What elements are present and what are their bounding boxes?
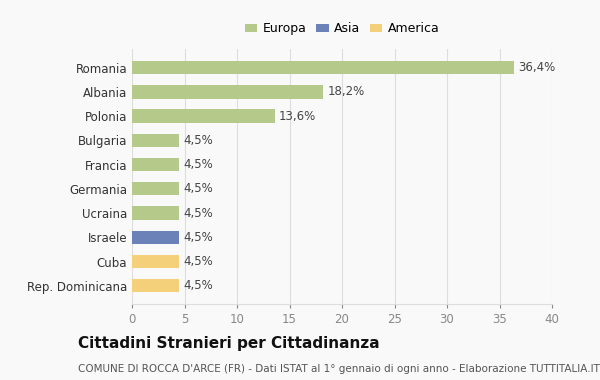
Text: 36,4%: 36,4% xyxy=(518,61,556,74)
Bar xyxy=(132,182,179,195)
Text: COMUNE DI ROCCA D'ARCE (FR) - Dati ISTAT al 1° gennaio di ogni anno - Elaborazio: COMUNE DI ROCCA D'ARCE (FR) - Dati ISTAT… xyxy=(78,364,600,374)
Bar xyxy=(132,158,179,171)
Bar xyxy=(132,255,179,268)
Text: 4,5%: 4,5% xyxy=(184,279,213,292)
Text: 13,6%: 13,6% xyxy=(279,109,316,123)
Text: 4,5%: 4,5% xyxy=(184,207,213,220)
Text: 4,5%: 4,5% xyxy=(184,134,213,147)
Bar xyxy=(132,85,323,98)
Bar xyxy=(132,206,179,220)
Bar xyxy=(132,279,179,293)
Bar xyxy=(132,109,275,123)
Text: Cittadini Stranieri per Cittadinanza: Cittadini Stranieri per Cittadinanza xyxy=(78,336,380,351)
Text: 4,5%: 4,5% xyxy=(184,182,213,195)
Bar xyxy=(132,61,514,74)
Text: 4,5%: 4,5% xyxy=(184,231,213,244)
Legend: Europa, Asia, America: Europa, Asia, America xyxy=(240,17,444,40)
Bar xyxy=(132,231,179,244)
Text: 18,2%: 18,2% xyxy=(328,86,365,98)
Bar xyxy=(132,134,179,147)
Text: 4,5%: 4,5% xyxy=(184,158,213,171)
Text: 4,5%: 4,5% xyxy=(184,255,213,268)
